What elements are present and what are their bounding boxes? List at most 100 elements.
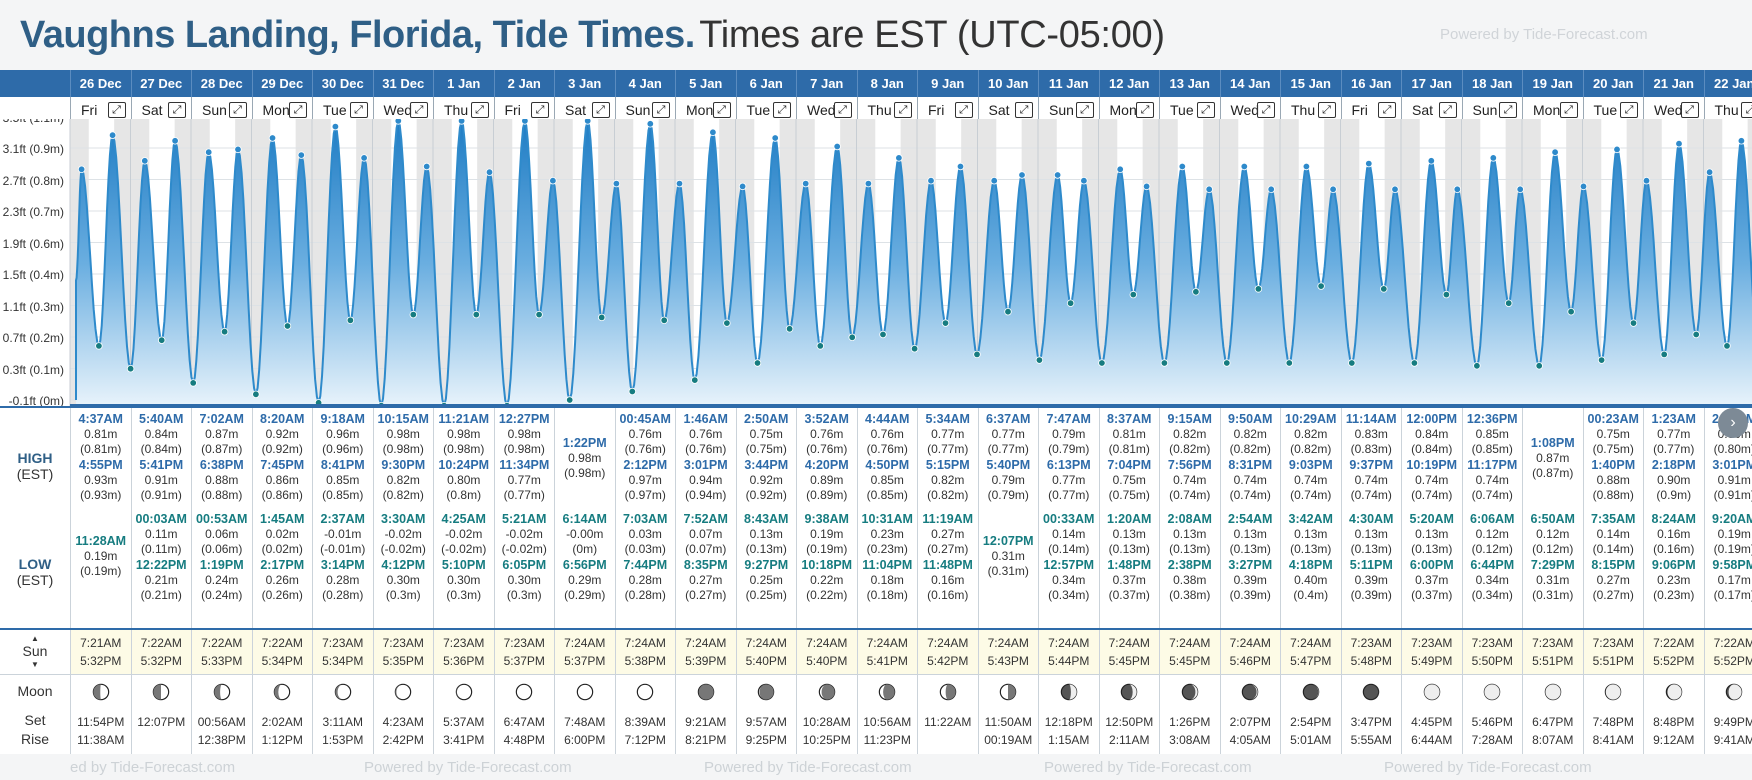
sunset-time: 5:44PM (1048, 654, 1090, 668)
tide-day-column: 4:44AM 0.76m (0.76m) 4:50PM 0.85m (0.85m) 10:3… (856, 408, 918, 628)
tide-day-column: 3:52AM 0.76m (0.76m) 4:20PM 0.89m (0.89m) 9:38… (796, 408, 857, 628)
day-name-label: Sat (141, 102, 163, 118)
expand-day-icon[interactable]: ⤢ (1015, 102, 1033, 118)
low-tide-entry: 12:22PM 0.21m (0.21m) (132, 558, 192, 603)
high-tide-point (1142, 182, 1151, 191)
expand-day-icon[interactable]: ⤢ (954, 102, 973, 118)
low-tide-time: 1:19PM (199, 558, 244, 572)
sunset-time: 5:51PM (1532, 654, 1574, 668)
expand-day-icon[interactable]: ⤢ (410, 102, 428, 118)
day-name-cell: Thu⤢ (433, 97, 494, 122)
high-tide-height-alt: (0.81m) (80, 442, 122, 456)
moon-day-cell: 5:37AM 3:41PM (433, 675, 494, 754)
low-tide-entry: 3:42AM 0.13m (0.13m) (1281, 512, 1341, 557)
high-tide-entry: 7:45PM 0.86m (0.86m) (253, 458, 313, 503)
tide-day-column: 12:36PM 0.85m (0.85m) 11:17PM 0.74m (0.74m) 6:… (1461, 408, 1523, 628)
high-tide-height-alt: (0.87m) (201, 442, 243, 456)
moon-phase-icon (697, 683, 714, 701)
expand-day-icon[interactable]: ⤢ (712, 102, 731, 118)
low-tide-height-alt: (0.13m) (1108, 542, 1150, 556)
high-tide-entry: 4:37AM 0.81m (0.81m) (71, 412, 131, 457)
moonset-time: 10:28AM (802, 715, 851, 729)
tide-day-column: 8:20AM 0.92m (0.92m) 7:45PM 0.86m (0.86m) 1:45… (251, 408, 313, 628)
sun-day-cell: 7:23AM 5:51PM (1582, 630, 1643, 674)
high-tide-entry: 11:17PM 0.74m (0.74m) (1463, 458, 1523, 503)
low-tide-entry: 1:20AM 0.13m (0.13m) (1100, 512, 1160, 557)
tide-day-column: 11:21AM 0.98m (0.98m) 10:24PM 0.80m (0.8m) 4:2… (433, 408, 494, 628)
low-tide-point (753, 359, 762, 367)
expand-day-icon[interactable]: ⤢ (1680, 102, 1699, 118)
expand-day-icon[interactable]: ⤢ (1438, 102, 1457, 118)
moon-day-cell: 9:21AM 8:21PM (675, 675, 736, 754)
low-tide-point (848, 333, 856, 341)
high-tide-entry: 5:15PM 0.82m (0.82m) (918, 458, 978, 503)
expand-day-icon[interactable]: ⤢ (1499, 102, 1517, 118)
sunrise-time: 7:24AM (685, 636, 727, 650)
high-tide-entry: 12:36PM 0.85m (0.85m) (1463, 412, 1523, 457)
low-tide-height-alt: (0.19m) (1713, 542, 1752, 556)
expand-day-icon[interactable]: ⤢ (1559, 102, 1578, 118)
sunset-time: 5:50PM (1471, 654, 1513, 668)
expand-day-icon[interactable]: ⤢ (531, 102, 549, 118)
high-tide-time: 00:23AM (1587, 412, 1639, 426)
expand-day-icon[interactable]: ⤢ (349, 102, 368, 118)
expand-day-icon[interactable]: ⤢ (470, 102, 489, 118)
low-tide-height: 0.27m (1596, 573, 1630, 587)
moon-shadow (335, 684, 343, 700)
sunrise-time: 7:24AM (745, 636, 787, 650)
expand-day-icon[interactable]: ⤢ (591, 102, 610, 118)
high-tide-time: 11:17PM (1467, 458, 1518, 472)
low-tide-height: 0.37m (1112, 573, 1146, 587)
sun-day-cell: 7:22AM 5:34PM (251, 630, 312, 674)
low-tide-entry: 12:57PM 0.34m (0.34m) (1039, 558, 1099, 603)
high-tide-height: 0.82m (386, 473, 420, 487)
high-tide-height-alt: (0.82m) (927, 488, 969, 502)
high-tide-label: HIGH (17, 450, 53, 466)
expand-day-icon[interactable]: ⤢ (773, 102, 791, 118)
expand-day-icon[interactable]: ⤢ (1317, 102, 1336, 118)
expand-day-icon[interactable]: ⤢ (289, 102, 307, 118)
expand-day-icon[interactable]: ⤢ (1257, 102, 1275, 118)
expand-day-icon[interactable]: ⤢ (1378, 102, 1396, 118)
moon-day-cell: 1:26PM 3:08AM (1159, 675, 1220, 754)
scroll-right-arrow-icon[interactable]: › (1718, 408, 1748, 438)
moon-day-cell: 00:56AM 12:38PM (191, 675, 252, 754)
low-tide-entry: 5:21AM -0.02m (-0.02m) (495, 512, 555, 557)
low-tide-height-alt: (0.06m) (201, 542, 243, 556)
high-tide-height-alt: (0.77m) (987, 442, 1029, 456)
high-tide-entry: 10:15AM 0.98m (0.98m) (374, 412, 434, 457)
low-tide-entry: 2:38PM 0.38m (0.38m) (1160, 558, 1220, 603)
high-tide-height: 0.76m (870, 427, 904, 441)
low-tide-height: -0.00m (566, 527, 604, 541)
high-tide-entry: 6:38PM 0.88m (0.88m) (192, 458, 252, 503)
expand-day-icon[interactable]: ⤢ (833, 102, 852, 118)
moon-phase-icon (1121, 683, 1138, 701)
expand-day-icon[interactable]: ⤢ (652, 102, 670, 118)
low-tide-time: 5:11PM (1349, 558, 1393, 572)
low-tide-height-alt: (0.29m) (564, 588, 606, 602)
low-tide-time: 00:53AM (196, 512, 248, 526)
sunrise-time: 7:24AM (564, 636, 606, 650)
sunrise-time: 7:24AM (927, 636, 969, 650)
expand-day-icon[interactable]: ⤢ (1075, 102, 1094, 118)
high-tide-time: 6:37AM (986, 412, 1031, 426)
high-tide-height-alt: (0.74m) (1350, 488, 1392, 502)
expand-day-icon[interactable]: ⤢ (228, 102, 247, 118)
expand-day-icon[interactable]: ⤢ (1620, 102, 1638, 118)
moonrise-time: 12:38PM (197, 733, 246, 747)
moon-day-cell: 2:02AM 1:12PM (251, 675, 313, 754)
expand-day-icon[interactable]: ⤢ (1741, 102, 1752, 118)
sunrise-time: 7:23AM (1411, 636, 1453, 650)
expand-day-icon[interactable]: ⤢ (107, 102, 126, 118)
expand-day-icon[interactable]: ⤢ (1196, 102, 1215, 118)
expand-day-icon[interactable]: ⤢ (1136, 102, 1154, 118)
expand-day-icon[interactable]: ⤢ (168, 102, 186, 118)
moon-day-cell: 7:48PM 8:41AM (1582, 675, 1644, 754)
sunrise-time: 7:23AM (1532, 636, 1574, 650)
high-tide-height: 0.98m (507, 427, 541, 441)
low-tide-entry: 7:29PM 0.31m (0.31m) (1523, 558, 1583, 603)
moon-day-cell: 11:54PM 11:38AM (70, 675, 131, 754)
high-tide-height: 0.87m (1536, 451, 1570, 465)
expand-day-icon[interactable]: ⤢ (894, 102, 912, 118)
day-name-cell: Wed ⤢ (796, 97, 857, 122)
